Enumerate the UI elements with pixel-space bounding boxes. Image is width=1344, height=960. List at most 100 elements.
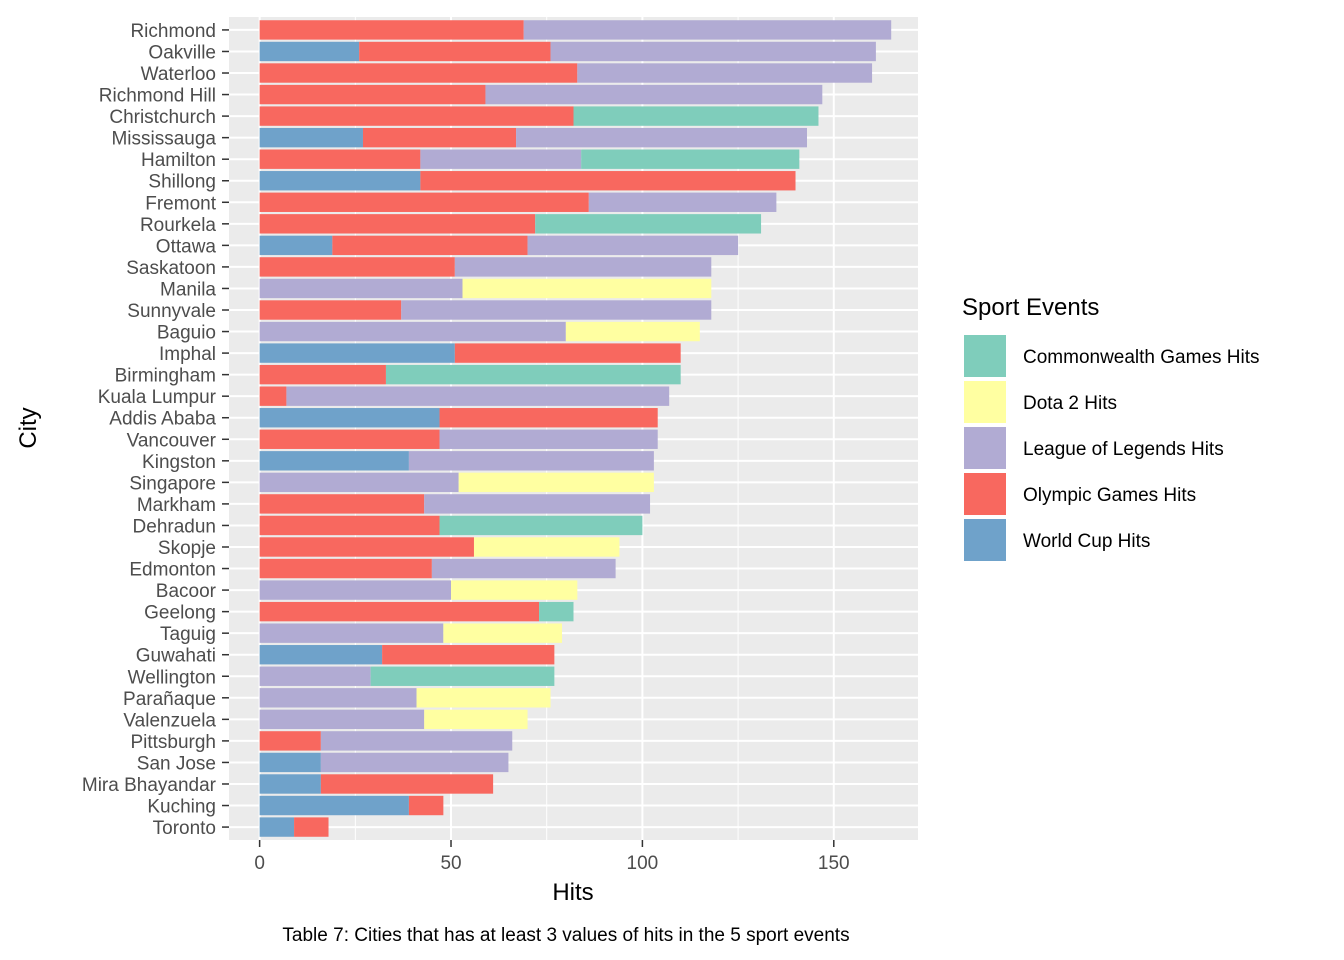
bar-san-jose-league-of-legends-hits	[320, 752, 509, 773]
bar-ottawa-league-of-legends-hits	[527, 235, 739, 256]
legend: Commonwealth Games Hits Dota 2 Hits League…	[962, 333, 1260, 563]
y-tick-label: Skopje	[158, 538, 216, 559]
bar-rourkela-commonwealth-games-hits	[535, 214, 762, 234]
y-tick-label: Rourkela	[140, 215, 216, 236]
bar-richmond-league-of-legends-hits	[523, 20, 892, 40]
bar-mississauga-olympic-games-hits	[362, 127, 517, 148]
bar-taguig-league-of-legends-hits	[259, 623, 444, 643]
y-tick-label: Bacoor	[156, 581, 217, 602]
y-tick-label: Kuala Lumpur	[98, 387, 217, 408]
y-tick-label: Valenzuela	[123, 710, 216, 731]
bar-edmonton-olympic-games-hits	[259, 558, 432, 579]
bar-mira-bhayandar-olympic-games-hits	[320, 774, 494, 794]
y-tick-label: San Jose	[137, 753, 216, 774]
y-tick-label: Oakville	[148, 42, 216, 63]
y-tick-label: Richmond Hill	[99, 86, 216, 107]
bar-taguig-dota-2-hits	[443, 623, 563, 643]
x-tick-label: 150	[818, 853, 850, 874]
bar-markham-league-of-legends-hits	[424, 494, 651, 514]
bar-addis-ababa-olympic-games-hits	[439, 408, 658, 428]
bar-paranaque-league-of-legends-hits	[259, 688, 417, 708]
bar-waterloo-league-of-legends-hits	[577, 63, 873, 83]
y-tick-label: Mira Bhayandar	[82, 775, 217, 796]
bar-kingston-world-cup-hits	[259, 451, 409, 471]
bar-birmingham-olympic-games-hits	[259, 364, 386, 385]
bar-singapore-dota-2-hits	[458, 472, 654, 493]
y-tick-label: Toronto	[153, 818, 216, 839]
bar-wellington-league-of-legends-hits	[259, 666, 371, 686]
y-tick-label: Manila	[160, 279, 216, 300]
bar-valenzuela-dota-2-hits	[424, 709, 528, 730]
bar-hamilton-league-of-legends-hits	[420, 149, 582, 169]
legend-key-league-of-legends-hits	[962, 425, 1008, 471]
bar-guwahati-world-cup-hits	[259, 645, 383, 665]
bar-richmond-hill-olympic-games-hits	[259, 84, 486, 105]
y-tick-label: Edmonton	[129, 560, 216, 581]
x-axis-ticks: 0 50 100 150	[254, 840, 850, 874]
bar-fremont-league-of-legends-hits	[588, 192, 777, 212]
x-axis-title: Hits	[552, 879, 593, 906]
bar-shillong-world-cup-hits	[259, 171, 421, 191]
bar-mississauga-world-cup-hits	[259, 127, 363, 148]
legend-label-commonwealth-games-hits: Commonwealth Games Hits	[1023, 347, 1260, 368]
y-tick-label: Imphal	[159, 344, 216, 365]
bar-imphal-olympic-games-hits	[454, 343, 681, 363]
legend-key-olympic-games-hits	[962, 471, 1008, 517]
bar-dehradun-olympic-games-hits	[259, 515, 440, 536]
bar-geelong-commonwealth-games-hits	[539, 601, 574, 622]
y-tick-label: Ottawa	[156, 236, 217, 257]
y-tick-label: Hamilton	[141, 150, 216, 171]
y-tick-label: Geelong	[144, 603, 216, 624]
y-tick-label: Vancouver	[127, 430, 217, 451]
bar-oakville-world-cup-hits	[259, 41, 360, 62]
bar-mira-bhayandar-world-cup-hits	[259, 774, 321, 794]
bar-vancouver-league-of-legends-hits	[439, 429, 658, 449]
y-tick-label: Waterloo	[141, 64, 216, 85]
y-axis-title: City	[15, 407, 42, 448]
bar-oakville-league-of-legends-hits	[550, 41, 876, 62]
bar-bacoor-league-of-legends-hits	[259, 580, 452, 600]
y-tick-label: Kingston	[142, 452, 216, 473]
bar-vancouver-olympic-games-hits	[259, 429, 440, 449]
bar-waterloo-olympic-games-hits	[259, 63, 578, 83]
bar-singapore-league-of-legends-hits	[259, 472, 459, 493]
bar-kuala-lumpur-league-of-legends-hits	[286, 386, 670, 406]
caption: Table 7: Cities that has at least 3 valu…	[282, 925, 849, 946]
y-tick-label: Taguig	[160, 624, 216, 645]
y-tick-label: Singapore	[129, 473, 216, 494]
bar-kuching-world-cup-hits	[259, 795, 409, 816]
bar-kingston-league-of-legends-hits	[408, 451, 654, 471]
legend-key-world-cup-hits	[962, 517, 1008, 563]
bar-richmond-olympic-games-hits	[259, 20, 524, 40]
x-tick-label: 50	[440, 853, 461, 874]
y-tick-label: Kuching	[147, 797, 216, 818]
bar-birmingham-commonwealth-games-hits	[385, 364, 681, 385]
y-tick-label: Wellington	[128, 667, 216, 688]
bar-wellington-commonwealth-games-hits	[370, 666, 555, 686]
bar-edmonton-league-of-legends-hits	[431, 558, 616, 579]
y-tick-label: Shillong	[148, 172, 216, 193]
y-tick-label: Birmingham	[115, 366, 216, 387]
y-tick-label: Saskatoon	[126, 258, 216, 279]
y-tick-label: Richmond	[130, 21, 216, 42]
bar-ottawa-olympic-games-hits	[332, 235, 528, 256]
legend-label-league-of-legends-hits: League of Legends Hits	[1023, 439, 1224, 460]
bar-pittsburgh-olympic-games-hits	[259, 731, 321, 751]
bar-paranaque-dota-2-hits	[416, 688, 551, 708]
y-tick-label: Sunnyvale	[127, 301, 216, 322]
y-tick-label: Christchurch	[109, 107, 216, 128]
bar-imphal-world-cup-hits	[259, 343, 455, 363]
bar-geelong-olympic-games-hits	[259, 601, 540, 622]
bar-sunnyvale-league-of-legends-hits	[401, 300, 712, 320]
legend-label-dota-2-hits: Dota 2 Hits	[1023, 393, 1117, 414]
bar-manila-league-of-legends-hits	[259, 278, 463, 299]
bar-saskatoon-league-of-legends-hits	[454, 257, 712, 277]
bar-addis-ababa-world-cup-hits	[259, 408, 440, 428]
legend-title: Sport Events	[962, 294, 1099, 321]
bar-kuching-olympic-games-hits	[408, 795, 444, 816]
bars	[259, 20, 892, 837]
bar-richmond-hill-league-of-legends-hits	[485, 84, 823, 105]
y-tick-label: Guwahati	[136, 646, 216, 667]
legend-key-commonwealth-games-hits	[962, 333, 1008, 379]
